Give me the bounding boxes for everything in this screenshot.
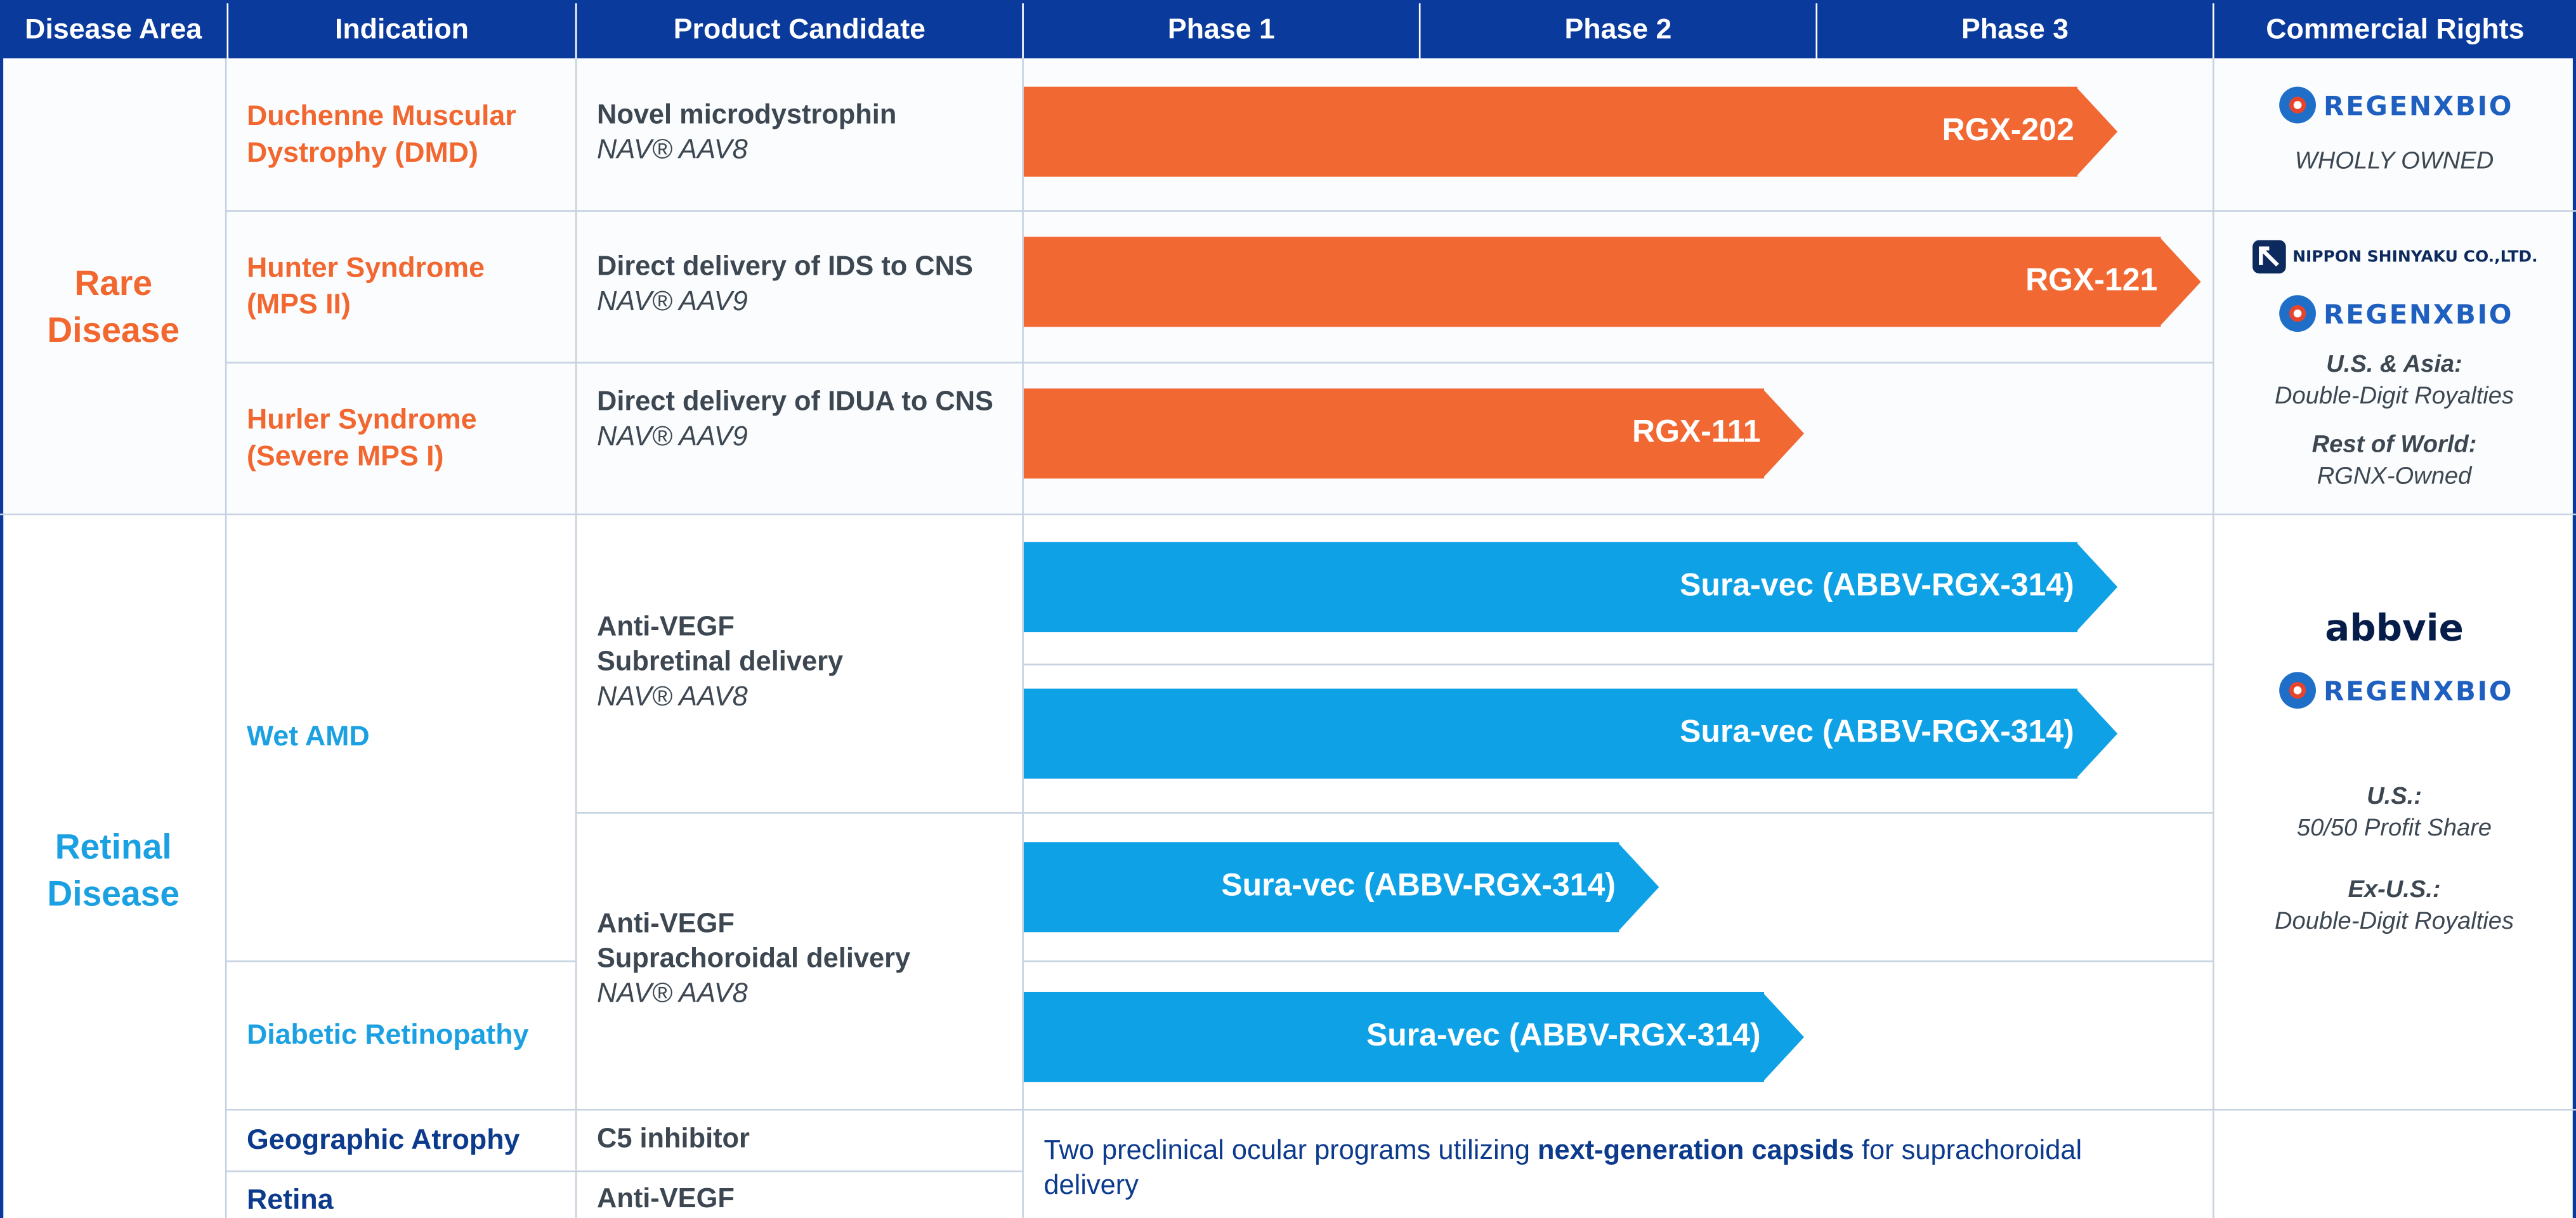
bar-label: Sura-vec (ABBV-RGX-314) <box>1221 868 1616 904</box>
rights-dmd: REGENXBIO WHOLLY OWNED <box>2214 83 2575 178</box>
product-suprachoroidal: Anti-VEGF Suprachoroidal delivery NAV® AAV… <box>597 908 911 1009</box>
regenxbio-logo: REGENXBIO <box>2214 83 2575 126</box>
indication-diabetic-retinopathy: Diabetic Retinopathy <box>247 1019 529 1051</box>
divider <box>575 58 577 1218</box>
nippon-shinyaku-icon <box>2252 240 2286 274</box>
indication-geographic-atrophy: Geographic Atrophy <box>247 1123 520 1156</box>
product-retina: Anti-VEGF <box>597 1184 735 1214</box>
product-subretinal: Anti-VEGF Subretinal delivery NAV® AAV8 <box>597 612 844 712</box>
disease-area-retinal: Retinal Disease <box>47 828 180 914</box>
header-commercial-rights: Commercial Rights <box>2214 0 2576 58</box>
header-disease-area: Disease Area <box>0 0 227 58</box>
divider <box>1023 664 2214 665</box>
bar-suravec-4: Sura-vec (ABBV-RGX-314) <box>1023 992 1805 1082</box>
regenxbio-logo: REGENXBIO <box>2214 292 2575 335</box>
rights-retinal: abbvie REGENXBIO U.S.: 50/50 Profit Shar… <box>2214 608 2575 939</box>
indication-retina: Retina <box>247 1184 334 1216</box>
bar-suravec-2: Sura-vec (ABBV-RGX-314) <box>1023 688 2118 779</box>
rights-cns: NIPPON SHINYAKU CO.,LTD. REGENXBIO U.S. … <box>2214 239 2575 494</box>
bar-rgx-111: RGX-111 <box>1023 388 1805 479</box>
indication-wet-amd: Wet AMD <box>247 720 370 752</box>
product-hurler: Direct delivery of IDUA to CNS NAV® AAV9 <box>597 386 994 452</box>
bar-suravec-1: Sura-vec (ABBV-RGX-314) <box>1023 542 2118 632</box>
divider <box>226 362 2214 364</box>
product-dmd: Novel microdystrophin NAV® AAV8 <box>597 100 897 166</box>
header-phase-3: Phase 3 <box>1817 0 2213 58</box>
header-product-candidate: Product Candidate <box>577 0 1023 58</box>
bar-suravec-3: Sura-vec (ABBV-RGX-314) <box>1023 842 1659 933</box>
bar-label: Sura-vec (ABBV-RGX-314) <box>1366 1019 1761 1054</box>
header-phase-2: Phase 2 <box>1420 0 1816 58</box>
divider <box>226 960 577 962</box>
indication-hunter: Hunter Syndrome (MPS II) <box>247 251 485 320</box>
divider <box>2213 58 2214 1218</box>
regenxbio-gear-icon <box>2279 295 2315 332</box>
bar-label: RGX-121 <box>2025 263 2158 299</box>
divider <box>1023 960 2214 962</box>
bar-label: Sura-vec (ABBV-RGX-314) <box>1680 715 2074 750</box>
divider <box>226 1170 1024 1172</box>
nippon-shinyaku-logo: NIPPON SHINYAKU CO.,LTD. <box>2214 239 2575 275</box>
regenxbio-logo: REGENXBIO <box>2214 669 2575 712</box>
bar-label: Sura-vec (ABBV-RGX-314) <box>1680 568 2074 604</box>
bar-rgx-202: RGX-202 <box>1023 86 2118 177</box>
divider <box>225 58 227 1218</box>
indication-hurler: Hurler Syndrome (Severe MPS I) <box>247 403 477 472</box>
bar-rgx-121: RGX-121 <box>1023 237 2201 327</box>
header-phase-1: Phase 1 <box>1023 0 1419 58</box>
product-hunter: Direct delivery of IDS to CNS NAV® AAV9 <box>597 251 973 317</box>
divider <box>577 812 2214 814</box>
divider <box>226 210 2576 212</box>
regenxbio-gear-icon <box>2279 86 2315 124</box>
divider <box>0 513 2576 516</box>
indication-dmd: Duchenne Muscular Dystrophy (DMD) <box>247 100 516 169</box>
product-ga: C5 inhibitor <box>597 1123 750 1154</box>
regenxbio-gear-icon <box>2279 672 2315 709</box>
preclinical-note: Two preclinical ocular programs utilizin… <box>1043 1136 2082 1201</box>
abbvie-logo: abbvie <box>2325 608 2464 651</box>
header-indication: Indication <box>228 0 575 58</box>
bar-label: RGX-111 <box>1632 415 1761 450</box>
bar-label: RGX-202 <box>1942 113 2074 148</box>
divider <box>226 1108 2576 1111</box>
disease-area-rare: Rare Disease <box>47 265 180 350</box>
divider <box>1022 58 1024 1218</box>
